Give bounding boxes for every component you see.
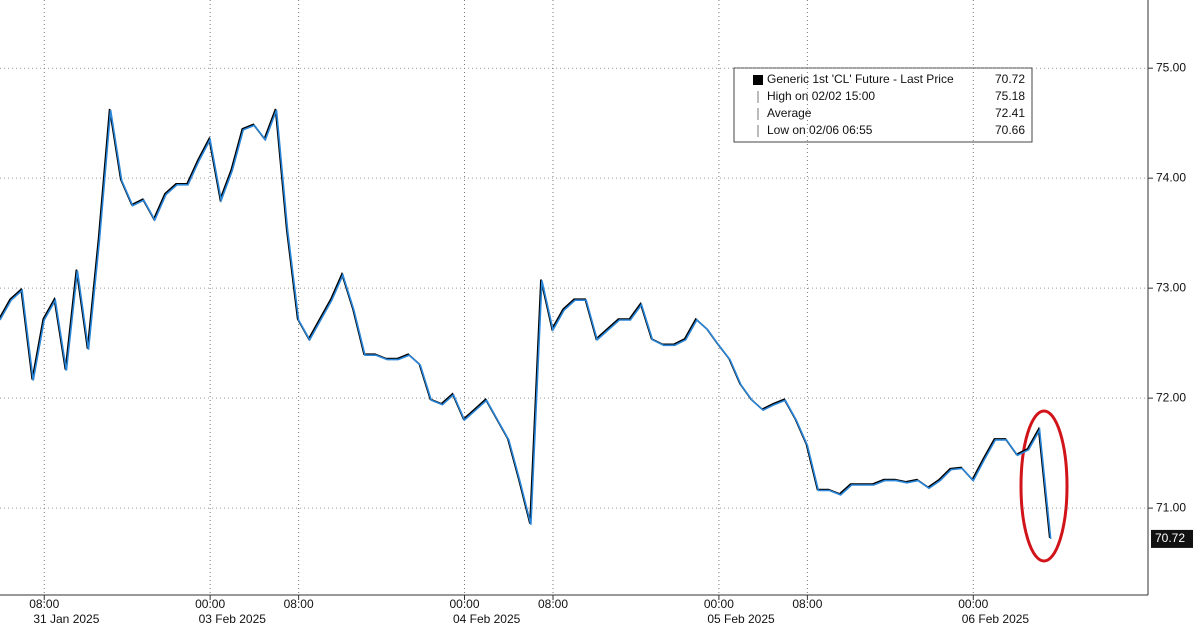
- price-line: [0, 109, 1052, 539]
- date-label: 04 Feb 2025: [453, 612, 521, 626]
- y-tick-label: 71.00: [1156, 500, 1186, 514]
- legend-label: High on 02/02 15:00: [767, 89, 875, 103]
- legend-value: 72.41: [995, 106, 1025, 120]
- x-tick-label: 08:00: [284, 597, 314, 611]
- date-label: 05 Feb 2025: [707, 612, 775, 626]
- legend-value: 70.72: [995, 72, 1025, 86]
- y-tick-label: 73.00: [1156, 280, 1186, 294]
- x-tick-label: 08:00: [29, 597, 59, 611]
- x-tick-label: 08:00: [538, 597, 568, 611]
- legend-swatch: [753, 75, 763, 85]
- x-tick-label: 00:00: [958, 597, 988, 611]
- last-value-label: 70.72: [1155, 531, 1185, 545]
- highlight-ellipse: [1019, 409, 1069, 563]
- y-tick-label: 75.00: [1156, 60, 1186, 74]
- legend-label: Generic 1st 'CL' Future - Last Price: [767, 72, 954, 86]
- y-tick-label: 74.00: [1156, 170, 1186, 184]
- legend: Generic 1st 'CL' Future - Last Price 70.7…: [733, 67, 1033, 143]
- x-tick-label: 00:00: [450, 597, 480, 611]
- legend-box: [733, 67, 1033, 143]
- x-tick-label: 00:00: [195, 597, 225, 611]
- date-label: 03 Feb 2025: [199, 612, 267, 626]
- legend-value: 75.18: [995, 89, 1025, 103]
- y-tick-label: 72.00: [1156, 390, 1186, 404]
- x-tick-label: 08:00: [792, 597, 822, 611]
- legend-label: Average: [767, 106, 812, 120]
- legend-label: Low on 02/06 06:55: [767, 123, 873, 137]
- last-value-box: [1151, 529, 1193, 548]
- x-tick-label: 00:00: [704, 597, 734, 611]
- date-label: 31 Jan 2025: [33, 612, 99, 626]
- date-label: 06 Feb 2025: [962, 612, 1030, 626]
- legend-value: 70.66: [995, 123, 1025, 137]
